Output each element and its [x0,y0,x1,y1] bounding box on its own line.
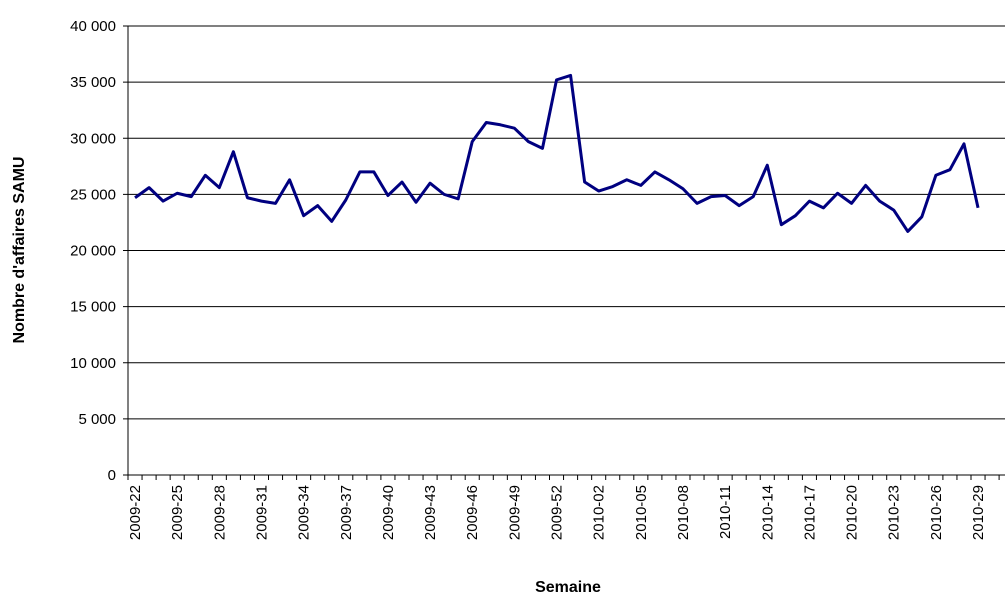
x-tick-label: 2009-46 [464,485,481,540]
x-tick-label: 2009-28 [211,485,228,540]
x-tick-label: 2009-22 [127,485,144,540]
x-tick-label: 2009-31 [253,485,270,540]
y-axis-title: Nombre d'affaires SAMU [11,157,28,344]
x-tick-label: 2009-34 [296,485,313,540]
y-tick-label: 10 000 [70,355,116,372]
x-tick-label: 2009-43 [422,485,439,540]
y-tick-label: 40 000 [70,18,116,35]
x-tick-label: 2010-08 [675,485,692,540]
y-tick-label: 0 [108,467,116,484]
x-tick-label: 2010-20 [844,485,861,540]
x-tick-label: 2009-37 [338,485,355,540]
x-tick-label: 2009-40 [380,485,397,540]
y-tick-label: 35 000 [70,74,116,91]
y-tick-label: 15 000 [70,299,116,316]
x-tick-label: 2010-26 [928,485,945,540]
y-tick-label: 5 000 [78,411,116,428]
y-tick-label: 20 000 [70,243,116,260]
x-tick-label: 2009-52 [549,485,566,540]
x-tick-label: 2009-25 [169,485,186,540]
x-axis-title: Semaine [535,579,601,596]
x-tick-label: 2010-17 [801,485,818,540]
x-tick-label: 2010-11 [717,485,734,539]
y-tick-label: 25 000 [70,186,116,203]
x-tick-label: 2010-29 [970,485,987,540]
x-tick-label: 2010-14 [759,485,776,540]
y-tick-label: 30 000 [70,130,116,147]
x-tick-label: 2010-05 [633,485,650,540]
data-line [134,73,980,233]
x-tick-label: 2010-02 [591,485,608,540]
x-tick-label: 2009-49 [506,485,523,540]
x-tick-label: 2010-23 [886,485,903,540]
